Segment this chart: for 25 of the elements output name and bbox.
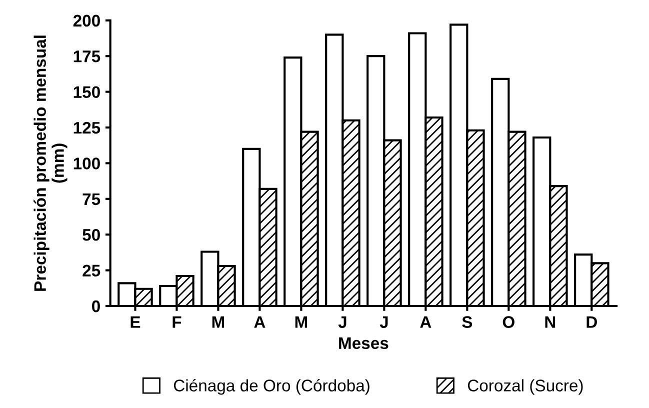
y-axis-title: Precipitación promedio mensual (mm) [34,36,68,291]
x-tick-label: M [212,316,224,328]
y-tick-label: 175 [74,50,100,62]
y-tick-label: 50 [82,229,100,241]
y-tick-label: 100 [74,158,100,170]
y-tick-label: 125 [74,122,100,134]
x-tick-label: S [462,316,472,328]
x-tick-label: F [172,316,182,328]
x-tick-label: A [420,316,432,328]
x-tick-label: N [545,316,556,328]
y-tick-label: 25 [82,264,100,277]
x-axis-title: Meses [339,337,388,350]
x-tick-label: E [130,316,140,328]
x-tick-label: A [254,316,266,328]
y-tick-label: 75 [82,193,100,206]
y-tick-label: 0 [92,300,100,312]
y-tick-label: 200 [73,14,100,27]
x-tick-label: J [338,316,346,328]
x-tick-label: D [586,316,597,328]
legend-label: Ciénaga de Oro (Córdoba) [174,379,370,395]
x-tick-label: M [295,316,308,328]
x-tick-label: O [502,316,514,328]
y-tick-label: 150 [74,86,100,98]
x-tick-label: J [380,316,388,328]
legend-label: Corozal (Sucre) [468,379,583,395]
